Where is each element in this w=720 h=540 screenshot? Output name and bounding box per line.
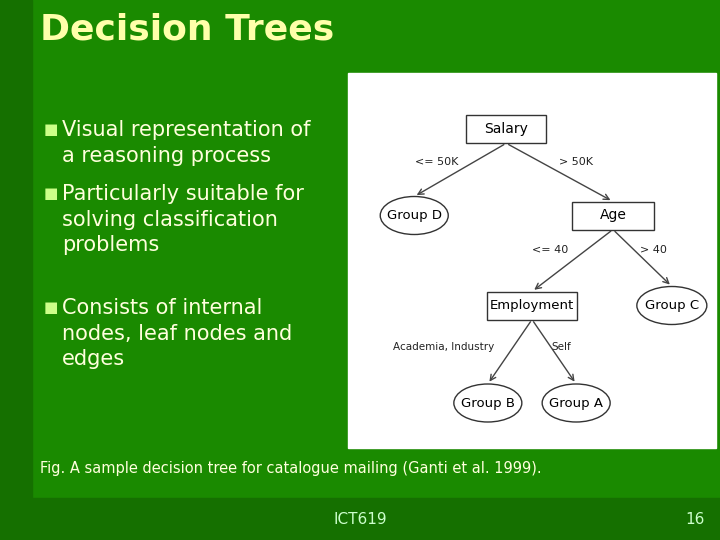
Text: Age: Age: [600, 208, 626, 222]
Text: Visual representation of
a reasoning process: Visual representation of a reasoning pro…: [62, 120, 310, 166]
Text: Group C: Group C: [645, 299, 699, 312]
Ellipse shape: [454, 384, 522, 422]
Ellipse shape: [542, 384, 610, 422]
Text: ■: ■: [44, 300, 58, 315]
Text: > 40: > 40: [640, 245, 667, 255]
Text: Employment: Employment: [490, 299, 574, 312]
Text: Self: Self: [552, 342, 571, 353]
Text: 16: 16: [685, 511, 705, 526]
Bar: [467, 115, 546, 143]
Ellipse shape: [380, 197, 449, 234]
Bar: [0, 498, 720, 540]
Text: <= 40: <= 40: [532, 245, 569, 255]
Text: Group D: Group D: [387, 209, 442, 222]
Bar: [0, 0, 32, 540]
Text: Academia, Industry: Academia, Industry: [393, 342, 495, 353]
Text: ■: ■: [44, 186, 58, 201]
Text: Particularly suitable for
solving classification
problems: Particularly suitable for solving classi…: [62, 184, 304, 255]
Bar: [572, 201, 654, 229]
Text: Decision Trees: Decision Trees: [40, 13, 334, 47]
Text: <= 50K: <= 50K: [415, 157, 458, 167]
Text: ■: ■: [44, 122, 58, 137]
Text: ICT619: ICT619: [333, 511, 387, 526]
Text: Group B: Group B: [461, 396, 515, 409]
Bar: [487, 292, 577, 320]
Text: Fig. A sample decision tree for catalogue mailing (Ganti et al. 1999).: Fig. A sample decision tree for catalogu…: [40, 461, 541, 476]
Bar: [348, 73, 716, 448]
Text: Salary: Salary: [485, 122, 528, 136]
Text: Consists of internal
nodes, leaf nodes and
edges: Consists of internal nodes, leaf nodes a…: [62, 298, 292, 369]
Ellipse shape: [636, 287, 707, 325]
Text: > 50K: > 50K: [559, 157, 593, 167]
Text: Group A: Group A: [549, 396, 603, 409]
